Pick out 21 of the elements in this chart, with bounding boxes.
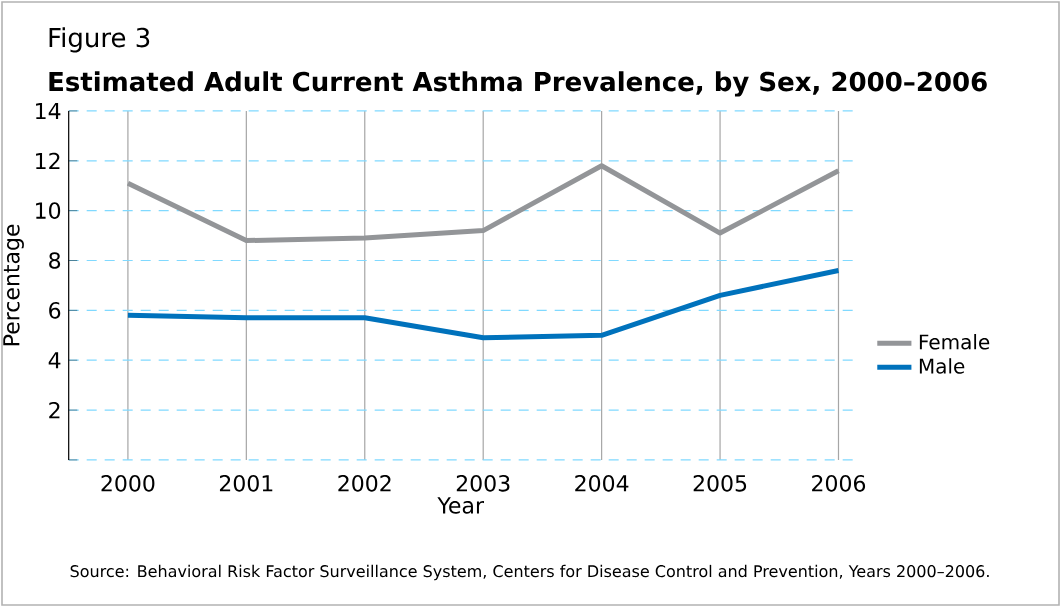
- y-tick-label: 2: [49, 401, 60, 419]
- y-tick-label: 14: [36, 102, 61, 119]
- x-tick-label: 2002: [338, 475, 391, 492]
- y-tick-label: 8: [49, 252, 61, 269]
- x-tick-label: 2004: [575, 475, 629, 492]
- source-note: Source: Behavioral Risk Factor Surveillance System, Centers for Disease Control and Prevention, Years 2000–2006.: [70, 564, 989, 581]
- x-tick-label: 2001: [219, 475, 273, 492]
- legend-label: Male: [919, 358, 965, 374]
- x-axis-title: Year: [437, 497, 484, 514]
- y-axis-title: Percentage: [3, 224, 24, 346]
- chart-title: Figure 3: [49, 27, 150, 53]
- x-tick-label: 2006: [812, 475, 866, 492]
- chart-subtitle: Estimated Adult Current Asthma Prevalence, by Sex, 2000–2006: [49, 71, 987, 97]
- y-tick-label: 4: [48, 352, 61, 369]
- legend-label: Female: [919, 334, 990, 350]
- y-tick-label: 10: [36, 202, 61, 219]
- x-tick-label: 2005: [693, 475, 747, 492]
- x-tick-label: 2003: [456, 475, 510, 492]
- y-tick-label: 12: [36, 152, 60, 169]
- y-tick-label: 6: [49, 302, 61, 319]
- x-tick-label: 2000: [101, 475, 155, 492]
